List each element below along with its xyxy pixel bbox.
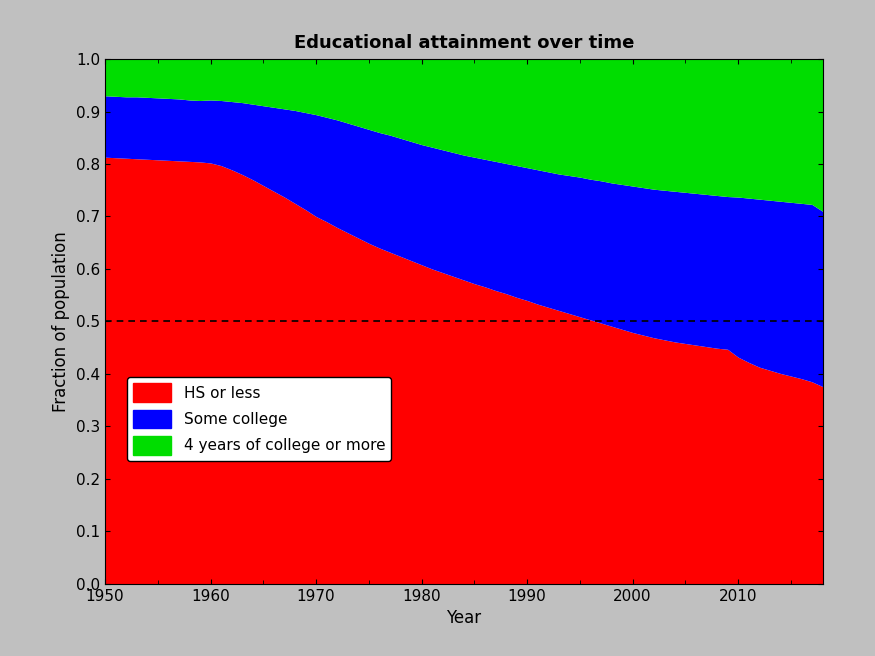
Y-axis label: Fraction of population: Fraction of population xyxy=(52,231,70,412)
Legend: HS or less, Some college, 4 years of college or more: HS or less, Some college, 4 years of col… xyxy=(127,377,391,461)
X-axis label: Year: Year xyxy=(446,609,481,627)
Title: Educational attainment over time: Educational attainment over time xyxy=(294,34,634,52)
